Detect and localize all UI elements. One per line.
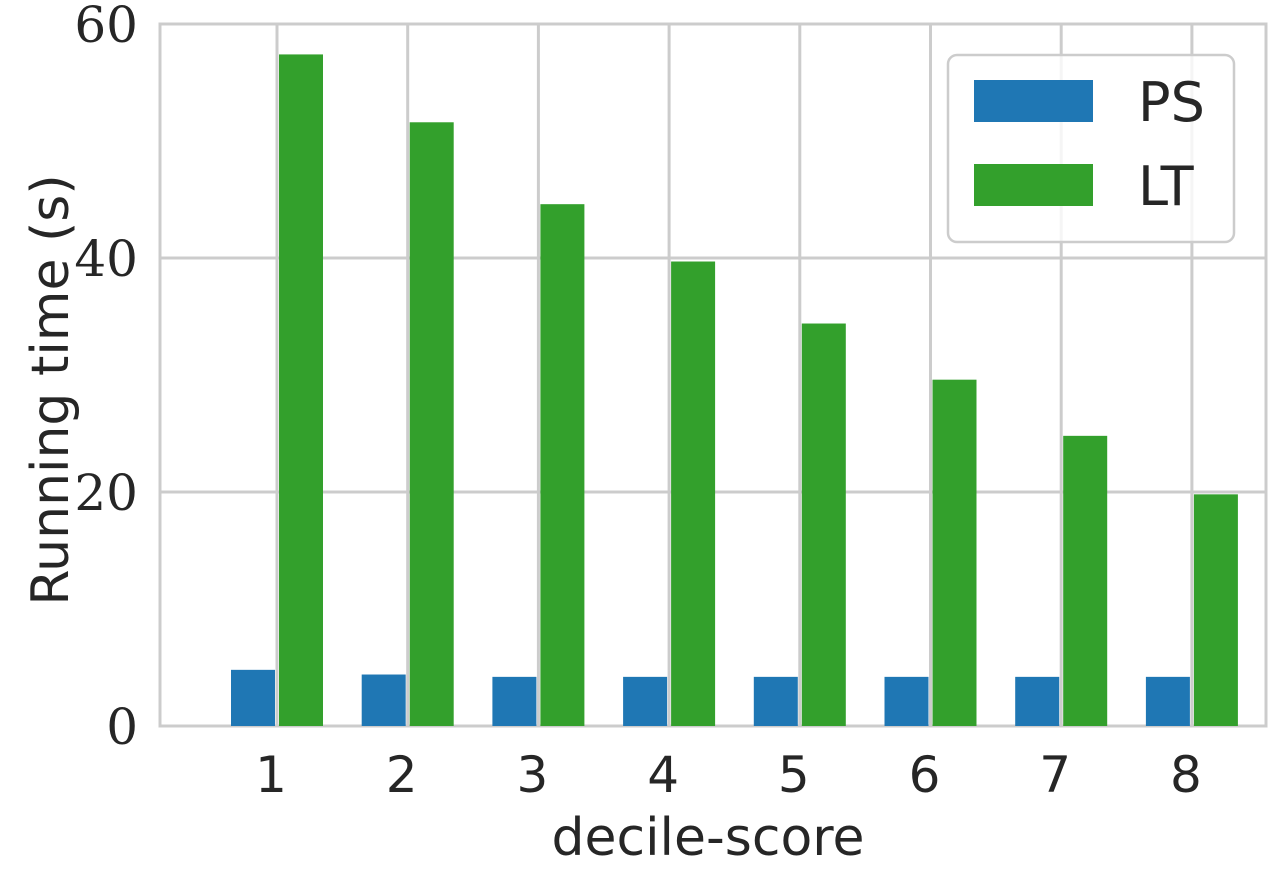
y-axis-label: Running time (s) (21, 174, 81, 605)
legend-swatch-lt (974, 164, 1093, 206)
x-tick-label: 3 (516, 746, 548, 804)
y-axis-ticks: 0 20 40 60 (74, 0, 138, 756)
bar-lt-6 (932, 379, 977, 726)
bar-lt-5 (801, 323, 846, 726)
x-tick-label: 6 (909, 746, 941, 804)
bars (231, 54, 1238, 727)
x-tick-label: 8 (1170, 746, 1202, 804)
bar-lt-3 (540, 204, 585, 726)
x-tick-label: 2 (386, 746, 418, 804)
y-tick-label: 0 (106, 698, 138, 756)
legend-label-ps: PS (1138, 71, 1205, 134)
x-tick-label: 4 (647, 746, 679, 804)
bar-ps-8 (1145, 676, 1190, 726)
bar-ps-6 (884, 676, 929, 726)
bar-ps-3 (492, 676, 537, 726)
x-tick-label: 7 (1039, 746, 1071, 804)
bar-ps-1 (231, 669, 275, 726)
x-tick-label: 5 (778, 746, 810, 804)
x-axis-ticks: 1 2 3 4 5 6 7 8 (255, 746, 1202, 804)
bar-ps-4 (623, 676, 668, 726)
x-axis-label: decile-score (552, 808, 865, 868)
bar-ps-7 (1015, 676, 1060, 726)
y-tick-label: 40 (74, 230, 138, 288)
bar-lt-8 (1193, 494, 1238, 726)
bar-lt-4 (671, 261, 716, 726)
bar-lt-2 (409, 122, 454, 726)
y-tick-label: 60 (74, 0, 138, 54)
bar-lt-7 (1063, 435, 1108, 726)
legend: PS LT (946, 53, 1236, 244)
legend-swatch-ps (974, 80, 1093, 122)
bar-ps-2 (361, 674, 406, 726)
bar-ps-5 (753, 676, 798, 726)
legend-label-lt: LT (1138, 155, 1195, 218)
bar-lt-1 (279, 54, 323, 727)
y-tick-label: 20 (74, 464, 138, 522)
x-tick-label: 1 (255, 746, 287, 804)
